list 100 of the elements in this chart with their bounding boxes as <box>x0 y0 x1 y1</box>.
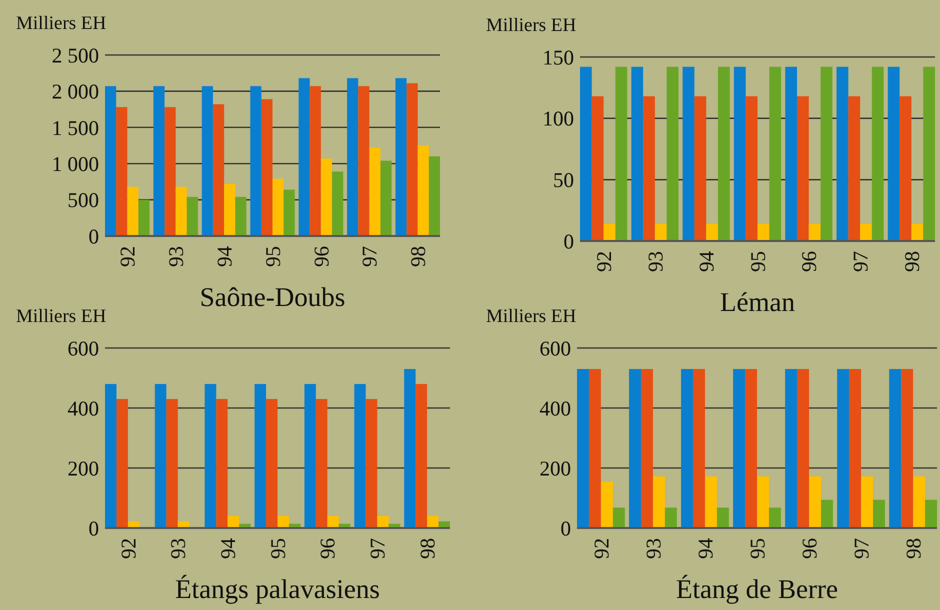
bar <box>235 196 246 236</box>
bar <box>745 369 757 528</box>
x-tick-label: 95 <box>746 251 770 272</box>
bar <box>327 516 339 528</box>
y-tick-label: 200 <box>540 456 571 480</box>
bar <box>310 86 321 236</box>
x-tick-label: 94 <box>216 538 240 559</box>
bar <box>395 78 407 236</box>
bar <box>664 508 677 528</box>
bar <box>694 96 706 241</box>
bar <box>809 476 821 528</box>
bar <box>768 508 781 528</box>
bar <box>640 369 653 528</box>
y-axis-title: Milliers EH <box>486 15 577 36</box>
bar <box>861 476 874 528</box>
y-tick-label: 0 <box>560 516 571 540</box>
bar <box>202 86 213 236</box>
x-tick-label: 96 <box>797 538 822 559</box>
bar <box>380 160 392 236</box>
bar <box>404 369 416 528</box>
bar <box>164 107 176 236</box>
x-tick-label: 93 <box>166 538 190 559</box>
y-tick-label: 2 500 <box>52 43 99 68</box>
text: Saône-Doubs <box>200 282 346 312</box>
text: Étangs palavasiens <box>175 574 380 604</box>
bar <box>734 66 746 241</box>
bar <box>820 66 832 241</box>
bar <box>366 399 378 528</box>
bar <box>612 508 625 528</box>
bar <box>785 369 798 528</box>
bar <box>652 476 665 528</box>
y-tick-label: 1 000 <box>52 152 99 176</box>
bar <box>888 66 900 241</box>
x-tick-label: 98 <box>406 246 430 267</box>
bar <box>254 384 266 528</box>
bar <box>266 399 278 528</box>
bar <box>785 66 797 241</box>
bar <box>105 384 116 528</box>
bar <box>153 86 165 236</box>
bar <box>216 399 228 528</box>
y-axis-title: Milliers EH <box>16 13 107 34</box>
x-tick-label: 95 <box>266 538 290 559</box>
bar <box>127 186 138 236</box>
bar <box>860 224 872 241</box>
bar <box>706 224 718 241</box>
bar <box>733 369 746 528</box>
x-tick-label: 92 <box>116 246 140 267</box>
bar <box>631 66 644 241</box>
bar <box>105 86 116 236</box>
bar <box>769 66 782 241</box>
y-axis-title: Milliers EH <box>16 306 107 327</box>
bar <box>604 224 616 241</box>
y-tick-label: 2 000 <box>52 80 99 104</box>
y-tick-label: 50 <box>553 168 574 192</box>
bar <box>681 369 694 528</box>
bar <box>416 384 428 528</box>
y-tick-label: 1 500 <box>52 116 99 140</box>
bar <box>837 369 850 528</box>
bar <box>704 476 717 528</box>
bar <box>166 399 178 528</box>
x-tick-label: 96 <box>797 251 822 272</box>
bar <box>682 66 694 241</box>
x-tick-label: 98 <box>901 538 926 559</box>
bar <box>808 224 821 241</box>
bar <box>746 96 758 241</box>
y-tick-label: 500 <box>68 188 99 212</box>
bar <box>116 399 128 528</box>
bar <box>304 384 316 528</box>
bar <box>849 369 862 528</box>
bar <box>889 369 902 528</box>
bar <box>272 178 284 236</box>
bar <box>797 96 809 241</box>
bar <box>615 66 628 241</box>
y-tick-label: 0 <box>564 229 574 254</box>
text: Étang de Berre <box>676 574 838 604</box>
y-tick-label: 600 <box>68 336 99 360</box>
bar <box>204 384 216 528</box>
x-tick-label: 98 <box>415 538 440 559</box>
bar <box>418 146 429 236</box>
x-tick-label: 97 <box>848 251 872 272</box>
bar <box>629 369 641 528</box>
bar <box>278 516 289 528</box>
bar <box>925 500 937 528</box>
bar <box>716 508 729 528</box>
x-tick-label: 93 <box>641 538 666 559</box>
bar <box>250 86 262 236</box>
bar <box>354 384 366 528</box>
x-tick-label: 94 <box>694 250 719 272</box>
bar <box>332 172 344 236</box>
bar <box>138 200 150 236</box>
bar <box>592 96 604 241</box>
x-tick-label: 92 <box>116 538 140 559</box>
y-axis-title: Milliers EH <box>486 306 577 327</box>
bar <box>836 66 848 241</box>
x-tick-label: 97 <box>366 538 390 559</box>
bar <box>693 369 705 528</box>
bar <box>427 516 439 528</box>
x-tick-label: 97 <box>358 246 382 267</box>
bar <box>298 78 310 236</box>
bar <box>580 66 592 241</box>
